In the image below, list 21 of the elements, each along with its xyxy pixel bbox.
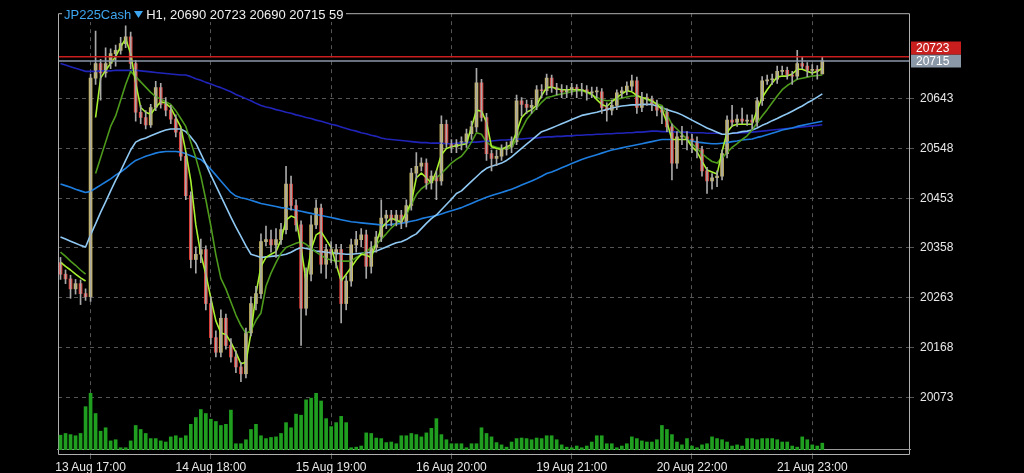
x-tick-label: 19 Aug 21:00 (536, 459, 608, 473)
bar (118, 447, 123, 450)
y-tick-label: 20643 (920, 90, 954, 105)
y-tick-label: 20453 (920, 190, 954, 205)
y-tick-label: 20263 (920, 290, 954, 305)
ref-line-label: 20715 (916, 53, 950, 68)
x-tick-label: 20 Aug 22:00 (656, 459, 728, 473)
y-tick-label: 20358 (920, 240, 954, 255)
y-tick-label: 20548 (920, 140, 954, 155)
x-tick-label: 21 Aug 23:00 (776, 459, 848, 473)
x-tick-label: 16 Aug 20:00 (416, 459, 488, 473)
x-tick-label: 14 Aug 18:00 (175, 459, 247, 473)
bar (123, 447, 128, 450)
y-tick-label: 20168 (920, 339, 954, 354)
chart-title: JP225Cash (64, 7, 132, 22)
bar (464, 447, 469, 450)
chart-subtitle: H1, 20690 20723 20690 20715 59 (146, 7, 344, 22)
y-tick-label: 20073 (920, 389, 954, 404)
x-tick-label: 13 Aug 17:00 (55, 459, 127, 473)
x-tick-label: 15 Aug 19:00 (295, 459, 367, 473)
ref-line-label: 20723 (916, 40, 950, 55)
